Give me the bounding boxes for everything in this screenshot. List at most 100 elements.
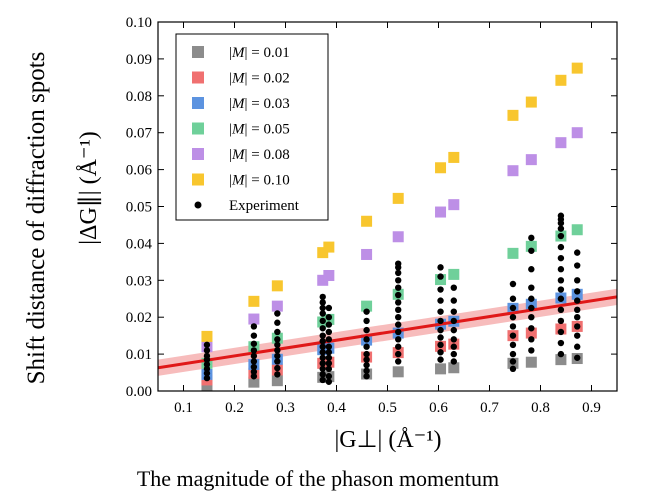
experiment-point-74: [395, 328, 402, 336]
square-marker-0-10: [525, 356, 537, 368]
legend-label-0: |M| = 0.01: [229, 45, 290, 61]
square-marker-4-8: [448, 199, 460, 211]
experiment-point-102: [509, 314, 517, 321]
experiment-point-48: [325, 349, 333, 356]
experiment-point-47: [325, 343, 333, 350]
legend-label-1: |M| = 0.02: [229, 71, 290, 87]
legend-swatch-3: [192, 122, 204, 135]
axis-titles: Shift distance of diffraction spots |ΔG∥|…: [23, 52, 499, 491]
legend-label-2: |M| = 0.03: [229, 96, 290, 112]
square-marker-0-11: [555, 354, 567, 366]
legend-swatch-5: [192, 173, 204, 186]
fit-line: [158, 295, 617, 370]
experiment-point-141: [574, 314, 581, 321]
experiment-point-43: [325, 314, 333, 321]
experiment-point-25: [274, 364, 281, 372]
legend-label-prefix-0: |: [229, 45, 232, 61]
experiment-point-72: [395, 314, 402, 321]
experiment-point-132: [557, 328, 565, 336]
experiment-point-50: [325, 360, 333, 367]
square-marker-0-0: [201, 379, 213, 391]
experiment-point-116: [528, 325, 535, 332]
experiment-point-122: [557, 225, 565, 232]
experiment-point-28: [319, 299, 326, 306]
experiment-point-86: [437, 334, 444, 341]
experiment-point-103: [509, 323, 517, 330]
experiment-point-73: [395, 321, 402, 328]
experiment-point-75: [395, 336, 402, 343]
y-tick-label-6: 0.06: [126, 163, 153, 179]
experiment-point-80: [437, 273, 444, 280]
experiment-point-111: [528, 266, 535, 273]
experiment-point-37: [319, 354, 326, 361]
experiment-point-105: [509, 341, 517, 349]
square-marker-0-1: [248, 376, 260, 388]
square-marker-5-8: [448, 151, 460, 163]
experiment-point-45: [325, 328, 333, 336]
x-tick-label-8: 0.9: [582, 400, 601, 416]
experiment-point-61: [363, 361, 370, 369]
legend-swatch-2: [192, 97, 204, 109]
square-marker-4-10: [525, 154, 537, 166]
experiment-point-9: [250, 332, 258, 339]
experiment-point-70: [395, 299, 402, 306]
experiment-point-142: [574, 323, 581, 330]
legend: |M| = 0.01|M| = 0.02|M| = 0.03|M| = 0.05…: [175, 33, 329, 221]
x-tick-label-4: 0.5: [378, 400, 397, 416]
experiment-point-8: [250, 323, 258, 330]
y-tick-label-8: 0.08: [126, 89, 152, 105]
legend-swatch-1: [192, 71, 204, 84]
experiment-point-100: [509, 295, 517, 302]
square-marker-3-12: [571, 224, 583, 236]
square-marker-0-6: [392, 366, 404, 378]
square-marker-3-10: [525, 240, 537, 252]
experiment-point-23: [274, 352, 281, 360]
experiment-point-133: [557, 339, 565, 347]
experiment-point-60: [363, 356, 370, 363]
square-marker-4-12: [571, 127, 583, 139]
experiment-point-101: [509, 304, 517, 312]
experiment-point-15: [250, 368, 258, 376]
experiment-point-79: [437, 264, 444, 271]
legend-swatch-0: [192, 46, 204, 58]
experiment-point-4: [203, 361, 211, 368]
experiment-point-62: [363, 367, 370, 374]
legend-label-var-5: M: [231, 173, 246, 189]
experiment-point-91: [450, 297, 457, 304]
y-tick-label-0: 0.00: [126, 384, 152, 400]
experiment-point-77: [395, 350, 402, 358]
experiment-point-68: [395, 284, 402, 291]
legend-label-4: |M| = 0.08: [229, 147, 290, 163]
experiment-point-40: [319, 371, 326, 378]
experiment-point-94: [450, 326, 457, 334]
experiment-point-144: [574, 343, 581, 350]
experiment-point-31: [319, 317, 326, 325]
legend-label-var-4: M: [231, 147, 246, 163]
experiment-point-14: [250, 363, 258, 371]
x-axis-symbol: |G⊥| (Å⁻¹): [334, 427, 441, 453]
experiment-point-121: [557, 219, 565, 227]
x-tick-label-0: 0.1: [174, 400, 193, 416]
x-tick-label-7: 0.8: [531, 400, 550, 416]
square-marker-3-8: [448, 268, 460, 280]
y-tick-label-10: 0.10: [126, 15, 152, 31]
y-axis-title: Shift distance of diffraction spots: [23, 52, 50, 385]
experiment-point-65: [395, 264, 402, 271]
x-tick-label-2: 0.3: [276, 400, 295, 416]
y-tick-label-4: 0.04: [126, 236, 153, 252]
experiment-point-88: [437, 349, 444, 356]
experiment-point-130: [557, 306, 565, 314]
experiment-point-27: [319, 293, 326, 301]
experiment-point-78: [395, 358, 402, 365]
experiment-point-13: [250, 358, 258, 365]
square-marker-4-11: [555, 137, 567, 149]
legend-label-prefix-3: |: [229, 122, 232, 138]
experiment-point-54: [363, 308, 370, 315]
square-marker-4-6: [392, 231, 404, 243]
series-layer: [158, 62, 617, 391]
square-marker-3-5: [361, 300, 373, 312]
experiment-point-126: [557, 266, 565, 273]
experiment-point-57: [363, 336, 370, 343]
experiment-point-6: [203, 370, 211, 377]
